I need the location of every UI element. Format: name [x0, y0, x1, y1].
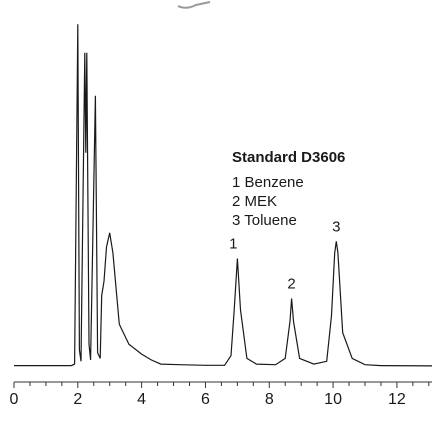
peak-label-1: 1	[229, 235, 237, 252]
peak-label-2: 2	[287, 275, 295, 292]
tick-label-10: 10	[324, 391, 342, 408]
legend-item-toluene: 3 Toluene	[232, 212, 297, 229]
tick-label-12: 12	[388, 391, 406, 408]
peak-label-3: 3	[332, 218, 340, 235]
legend-item-mek: 2 MEK	[232, 193, 278, 210]
peak-labels: 1 2 3	[229, 218, 340, 292]
tick-label-4: 4	[137, 391, 146, 408]
logo-mark	[177, 1, 211, 9]
chromatogram-trace	[14, 24, 433, 367]
tick-label-2: 2	[73, 391, 82, 408]
tick-label-6: 6	[201, 391, 210, 408]
tick-label-0: 0	[10, 391, 19, 408]
x-axis-ticks	[13, 382, 430, 388]
chart-title: Standard D3606	[232, 149, 346, 166]
chart-legend: Standard D3606 1 Benzene 2 MEK 3 Toluene	[232, 148, 345, 230]
x-axis-tick-labels: 0 2 4 6 8 10 12	[10, 391, 406, 408]
legend-item-benzene: 1 Benzene	[232, 174, 304, 191]
tick-label-8: 8	[265, 391, 274, 408]
